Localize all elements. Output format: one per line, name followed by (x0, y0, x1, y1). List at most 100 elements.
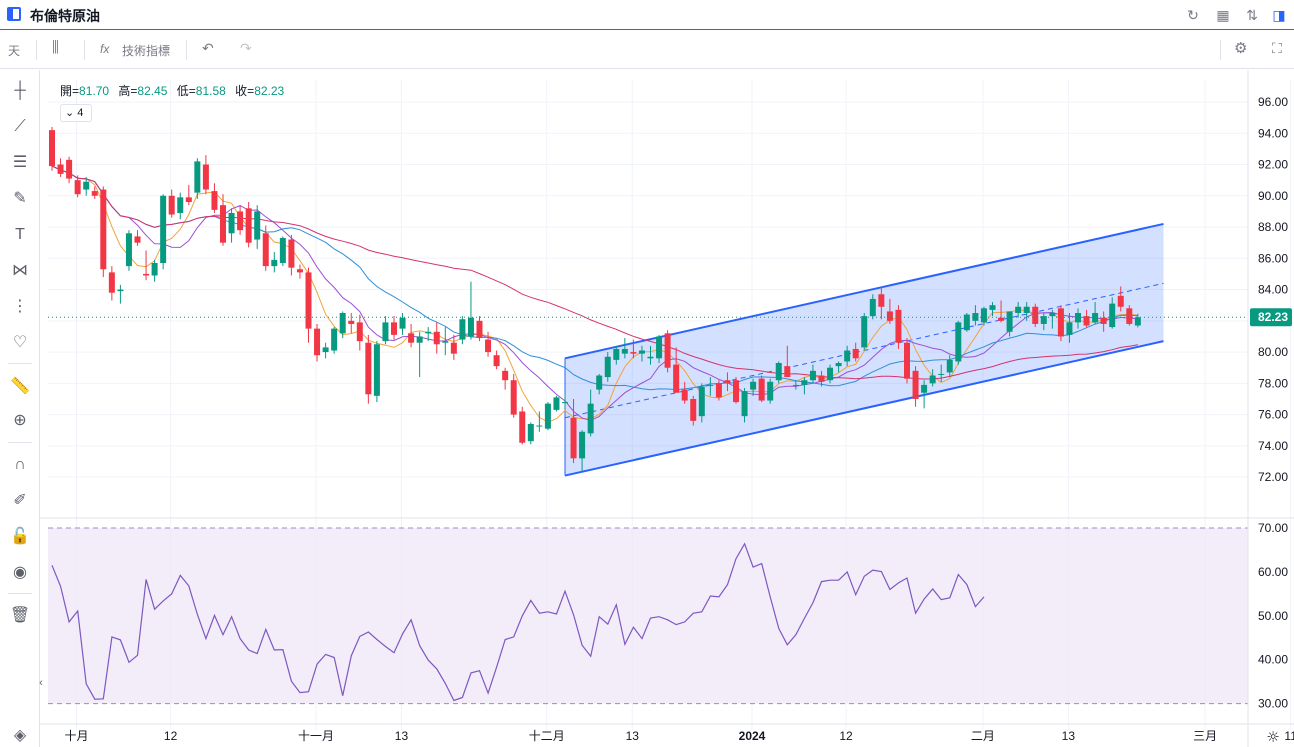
candle-body (151, 262, 158, 276)
settings-gear-icon[interactable]: ⚙ (1234, 40, 1248, 57)
grid-layout-icon[interactable]: ▦ (1216, 7, 1230, 23)
candle-body (638, 350, 645, 354)
candle-body (647, 356, 654, 359)
candle-body (946, 359, 953, 373)
candle-body (211, 191, 218, 210)
axis-settings-icon[interactable]: ☼ (1266, 728, 1279, 746)
candle-body (886, 311, 893, 321)
price-chart[interactable]: 96.0094.0092.0090.0088.0086.0084.0082.00… (40, 70, 1294, 747)
time-tick-label: 13 (395, 729, 409, 743)
candle-body (1023, 306, 1030, 314)
candle-body (1126, 308, 1133, 324)
price-tick-label: 86.00 (1258, 251, 1288, 265)
candle-body (818, 375, 825, 382)
toolbar-divider (36, 40, 37, 60)
candle-body (690, 398, 697, 421)
ma-fast-line (51, 165, 1138, 423)
candle-body (382, 322, 389, 342)
candle-body (288, 239, 295, 268)
candle-body (296, 269, 303, 273)
lock-icon[interactable]: 🔓 (10, 528, 30, 545)
close-label: 收= (235, 84, 255, 98)
candle-body (775, 363, 782, 381)
pattern-icon[interactable]: ⋈ (12, 262, 28, 279)
prediction-icon[interactable]: ⋮ (12, 298, 28, 315)
high-value: 82.45 (137, 84, 168, 98)
candle-body (741, 391, 748, 417)
price-tick-label: 74.00 (1258, 439, 1288, 453)
candle-body (485, 339, 492, 353)
redo-icon[interactable]: ↷ (240, 40, 252, 56)
price-tick-label: 96.00 (1258, 95, 1288, 109)
candle-body (450, 342, 457, 354)
time-tick-label: 2024 (739, 729, 766, 743)
toolbar-divider (84, 40, 85, 60)
candle-body (143, 273, 150, 276)
compare-icon[interactable]: ⇅ (1246, 7, 1258, 23)
collapse-arrow-icon[interactable]: ‹ (39, 677, 43, 689)
text-icon[interactable]: T (15, 226, 25, 243)
favorites-heart-icon[interactable]: ♡ (12, 334, 28, 351)
last-price-label: 82.23 (1258, 310, 1288, 324)
candle-body (579, 431, 586, 459)
candle-body (784, 366, 791, 378)
candle-body (49, 130, 55, 167)
zoom-in-icon[interactable]: ⊕ (13, 412, 27, 429)
candle-body (66, 159, 73, 179)
panel-toggle-icon[interactable]: ◨ (1272, 7, 1286, 23)
price-axis[interactable]: 96.0094.0092.0090.0088.0086.0084.0082.00… (48, 70, 1292, 747)
interval-button[interactable]: 天 (8, 44, 21, 58)
candle-body (750, 381, 757, 390)
open-value: 81.70 (79, 84, 110, 98)
delete-trash-icon[interactable]: 🗑 (9, 607, 31, 624)
magnet-icon[interactable]: ∩ (14, 456, 26, 473)
time-tick-label: 12 (839, 729, 853, 743)
candle-body (408, 333, 415, 343)
candle-body (254, 211, 261, 240)
candle-body (912, 370, 919, 399)
candle-body (1066, 322, 1073, 335)
candle-body (630, 352, 637, 354)
undo-icon[interactable]: ↶ (202, 40, 214, 56)
lock-drawing-icon[interactable]: ✐ (13, 492, 27, 509)
candle-body (391, 322, 397, 335)
close-value: 82.23 (254, 84, 285, 98)
candle-body (989, 305, 996, 310)
trendline-icon[interactable]: ⟋ (14, 118, 26, 135)
candle-body (108, 272, 115, 293)
crosshair-icon[interactable]: ┼ (14, 82, 26, 99)
rsi-panel (48, 527, 1248, 705)
toolbar-divider (1220, 40, 1221, 60)
candle-body (493, 355, 500, 367)
candle-body (536, 425, 543, 427)
candle-body (681, 389, 688, 401)
candle-body (510, 380, 517, 415)
candle-body (262, 233, 269, 267)
horizontal-lines-icon[interactable]: ☰ (12, 154, 28, 171)
layers-icon[interactable]: ◈ (13, 727, 27, 744)
drawing-toolbar: ┼ ⟋ ☰ ✎ T ⋈ ⋮ ♡ 📏 ⊕ ∩ ✐ 🔓 ◉ 🗑 ‹ ◈ (0, 70, 43, 747)
candlestick-type-icon[interactable]: ⫼ (52, 39, 59, 56)
candle-body (1100, 317, 1107, 324)
brush-icon[interactable]: ✎ (13, 190, 27, 207)
visibility-eye-icon[interactable]: ◉ (13, 564, 27, 581)
chevron-down-icon: ⌄ (65, 107, 75, 119)
time-tick-label: 13 (1062, 729, 1076, 743)
time-axis[interactable]: 十月 12 十一月 13 十二月 13 2024 12 二月 13 三月 11 ☼ (40, 723, 1294, 746)
ruler-icon[interactable]: 📏 (10, 378, 30, 395)
candle-body (596, 375, 603, 390)
indicators-button[interactable]: 技術指標 (122, 44, 171, 58)
candle-body (792, 384, 799, 386)
indicators-collapse-button[interactable]: ⌄ 4 (60, 104, 92, 122)
price-tick-label: 90.00 (1258, 189, 1288, 203)
candle-body (861, 316, 868, 348)
candle-body (279, 237, 286, 263)
candle-body (237, 211, 244, 231)
candle-body (356, 322, 363, 342)
candle-body (673, 364, 680, 393)
fullscreen-icon[interactable]: ⛶ (1272, 40, 1282, 56)
indicators-fx-icon[interactable]: fx (100, 42, 110, 56)
refresh-icon[interactable]: ↻ (1187, 7, 1199, 23)
candle-body (177, 197, 184, 213)
candle-body (570, 417, 577, 459)
